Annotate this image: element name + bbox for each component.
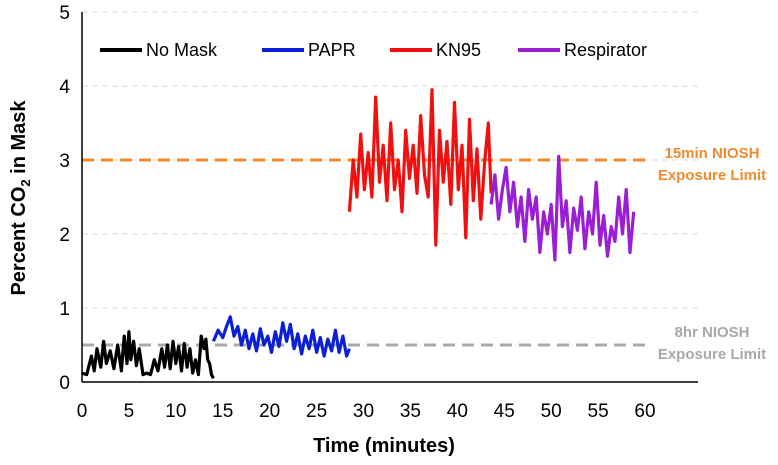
x-tick-label-6: 30 <box>353 401 374 422</box>
y-axis-title: Percent CO2 in Mask <box>8 100 33 296</box>
reference-label-line1-0: 15min NIOSH <box>664 145 759 162</box>
y-tick-label-1: 1 <box>59 299 70 320</box>
axes <box>81 12 698 383</box>
series-line-kn95 <box>347 88 493 247</box>
y-tick-label-4: 4 <box>59 77 70 98</box>
annotations: 15min NIOSH Exposure Limit 8hr NIOSH Exposu… <box>658 145 766 363</box>
x-tick-label-7: 35 <box>400 401 421 422</box>
x-tick-label-12: 60 <box>634 401 655 422</box>
x-tick-label-3: 15 <box>212 401 233 422</box>
reference-label-line2-1: Exposure Limit <box>658 346 766 363</box>
series-line-respirator <box>489 154 636 262</box>
x-tick-label-10: 50 <box>541 401 562 422</box>
y-tick-label-0: 0 <box>59 373 70 394</box>
y-axis-title-subscript: 2 <box>18 179 33 186</box>
x-tick-label-5: 25 <box>306 401 327 422</box>
y-tick-label-5: 5 <box>59 3 70 24</box>
data-series <box>81 88 636 380</box>
y-tick-label-2: 2 <box>59 225 70 246</box>
y-axis-title-main: Percent CO <box>8 187 30 296</box>
legend-label-1: PAPR <box>308 40 356 60</box>
x-tick-label-11: 55 <box>588 401 609 422</box>
x-tick-label-1: 5 <box>124 401 135 422</box>
y-axis-title-tail: in Mask <box>8 100 30 180</box>
legend-label-2: KN95 <box>436 40 481 60</box>
legend-label-0: No Mask <box>146 40 218 60</box>
x-axis-title: Time (minutes) <box>313 435 455 457</box>
x-tick-label-9: 45 <box>494 401 515 422</box>
series-line-papr <box>211 315 351 358</box>
x-tick-label-8: 40 <box>447 401 468 422</box>
legend-label-3: Respirator <box>564 40 647 60</box>
x-tick-label-4: 20 <box>259 401 280 422</box>
reference-label-line1-1: 8hr NIOSH <box>674 324 749 341</box>
reference-label-line2-0: Exposure Limit <box>658 167 766 184</box>
legend: No Mask PAPR KN95 Respirator <box>100 40 647 60</box>
x-tick-label-2: 10 <box>165 401 186 422</box>
series-line-no-mask <box>81 330 215 380</box>
x-tick-label-0: 0 <box>77 401 88 422</box>
y-tick-label-3: 3 <box>59 151 70 172</box>
